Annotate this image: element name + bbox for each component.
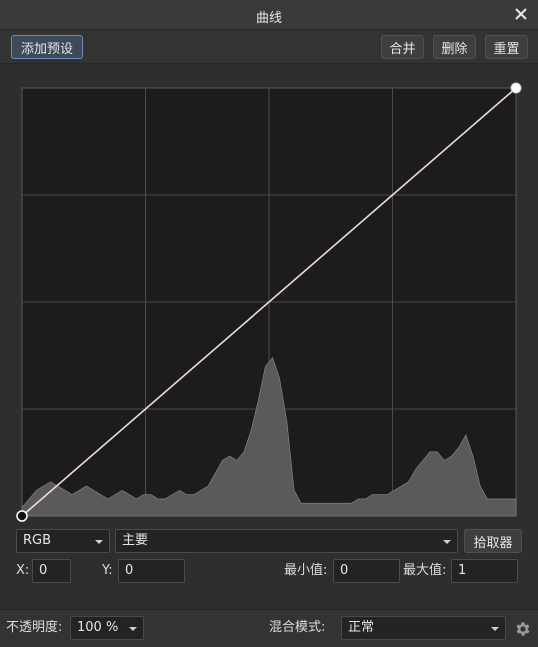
- chevron-down-icon: [491, 627, 499, 631]
- y-label: Y:: [102, 563, 113, 578]
- y-field[interactable]: 0: [118, 559, 185, 583]
- title-bar: 曲线: [0, 0, 538, 30]
- min-field[interactable]: 0: [333, 559, 400, 583]
- chevron-down-icon: [443, 540, 451, 544]
- opacity-value: 100 %: [77, 620, 119, 635]
- mode-select[interactable]: 主要: [115, 529, 458, 553]
- close-icon[interactable]: [512, 5, 530, 23]
- curve-panel: [0, 64, 538, 609]
- curves-graph[interactable]: [14, 82, 524, 522]
- max-field[interactable]: 1: [451, 559, 518, 583]
- toolbar: 添加预设 合并 删除 重置: [0, 30, 538, 64]
- opacity-select[interactable]: 100 %: [70, 616, 144, 640]
- chevron-down-icon: [129, 627, 137, 631]
- merge-button[interactable]: 合并: [381, 35, 424, 59]
- add-preset-button[interactable]: 添加预设: [11, 35, 83, 59]
- histogram: [21, 356, 517, 517]
- picker-button[interactable]: 拾取器: [464, 529, 522, 553]
- opacity-label: 不透明度:: [6, 620, 63, 635]
- blend-mode-select[interactable]: 正常: [341, 616, 506, 640]
- footer-bar: 不透明度: 100 % 混合模式: 正常: [0, 609, 538, 647]
- window-title: 曲线: [255, 11, 282, 26]
- gear-icon[interactable]: [514, 620, 532, 638]
- curve-line[interactable]: [21, 87, 517, 517]
- curve-point-start[interactable]: [16, 510, 28, 522]
- channel-select[interactable]: RGB: [16, 529, 110, 553]
- x-label: X:: [16, 563, 30, 578]
- curve-point-end[interactable]: [510, 82, 522, 94]
- max-label: 最大值:: [403, 563, 447, 578]
- chevron-down-icon: [95, 540, 103, 544]
- delete-button[interactable]: 删除: [433, 35, 476, 59]
- channel-value: RGB: [23, 533, 52, 548]
- blend-mode-label: 混合模式:: [269, 620, 326, 635]
- min-label: 最小值:: [284, 563, 328, 578]
- mode-value: 主要: [122, 533, 149, 548]
- x-field[interactable]: 0: [32, 559, 71, 583]
- blend-mode-value: 正常: [348, 620, 375, 635]
- reset-button[interactable]: 重置: [485, 35, 528, 59]
